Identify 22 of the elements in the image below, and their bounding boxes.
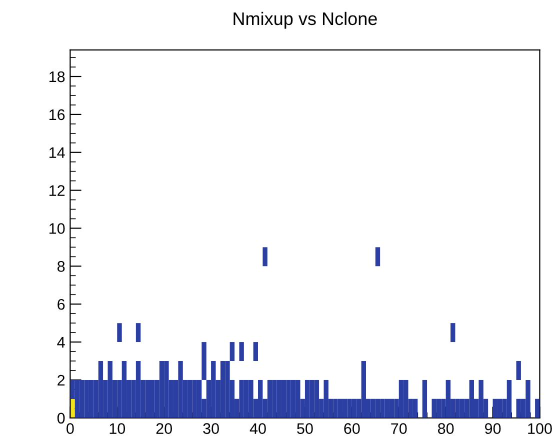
x-tick-label: 20: [156, 423, 172, 434]
y-tick-label: 4: [57, 337, 65, 348]
y-tick-label: 0: [57, 412, 65, 424]
y-tick-label: 18: [49, 71, 65, 82]
y-tick-label: 6: [58, 298, 65, 310]
y-tick-label: 14: [49, 147, 65, 158]
x-tick-label: 90: [485, 423, 501, 434]
x-tick-label: 100: [528, 423, 552, 434]
x-tick-label: 50: [297, 423, 313, 434]
chart-title: Nmixup vs Nclone: [234, 12, 377, 29]
x-tick-label: 10: [110, 423, 126, 434]
x-tick-label: 0: [66, 423, 74, 434]
y-tick-label: 10: [49, 223, 65, 234]
y-tick-label: 2: [58, 374, 65, 386]
x-tick-label: 30: [203, 423, 219, 434]
y-tick-label: 16: [49, 109, 65, 120]
y-tick-label: 8: [57, 261, 65, 272]
x-tick-label: 80: [438, 423, 454, 434]
x-tick-label: 40: [250, 423, 266, 434]
x-tick-label: 60: [344, 423, 360, 434]
x-tick-label: 70: [391, 423, 407, 434]
y-tick-label: 12: [49, 185, 65, 196]
